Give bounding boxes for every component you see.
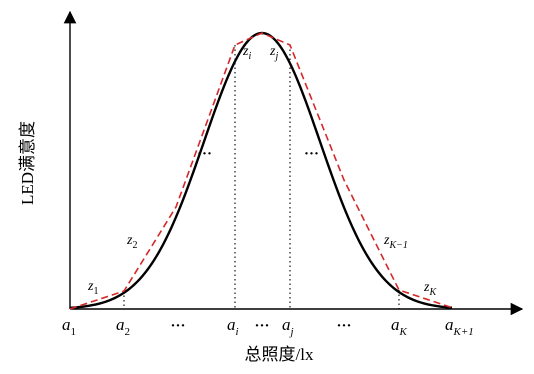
- x-tick-ellipsis: ···: [170, 318, 185, 334]
- curve-ellipsis-right: ···: [304, 146, 319, 162]
- x-axis-title: 总照度/lx: [245, 345, 314, 364]
- x-tick-label-ai: ai: [227, 315, 239, 338]
- x-tick-label-a2: a2: [116, 315, 130, 338]
- y-axis-title: LED满意度: [18, 121, 37, 205]
- segment-label-zK: zK: [423, 280, 437, 298]
- segment-label-zj: zj: [269, 44, 278, 62]
- piecewise-linear-approximation: [69, 32, 454, 310]
- x-tick-ellipsis: ···: [254, 318, 269, 334]
- curve-ellipsis-left: ···: [197, 146, 212, 162]
- x-tick-label-aK+1: aK+1: [445, 315, 474, 338]
- x-tick-label-aj: aj: [282, 315, 294, 338]
- x-tick-ellipsis: ···: [336, 318, 351, 334]
- x-tick-label-a1: a1: [62, 315, 76, 338]
- satisfaction-curve: [69, 31, 453, 310]
- x-tick-labels: a1 a2 ··· ai ··· aj ··· aK aK+1: [62, 315, 474, 338]
- segment-label-z2: z2: [126, 233, 137, 251]
- segment-label-z1: z1: [87, 279, 98, 297]
- x-tick-label-aK: aK: [391, 315, 408, 338]
- segment-label-zK-1: zK−1: [383, 233, 408, 251]
- segment-label-zi: zi: [242, 44, 251, 62]
